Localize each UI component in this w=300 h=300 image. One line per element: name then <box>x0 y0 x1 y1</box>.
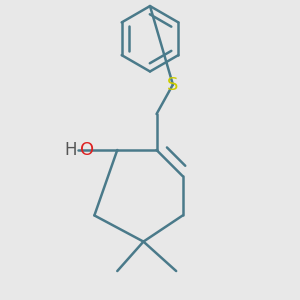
Text: S: S <box>167 76 178 94</box>
Text: H: H <box>64 141 76 159</box>
Text: O: O <box>80 141 94 159</box>
